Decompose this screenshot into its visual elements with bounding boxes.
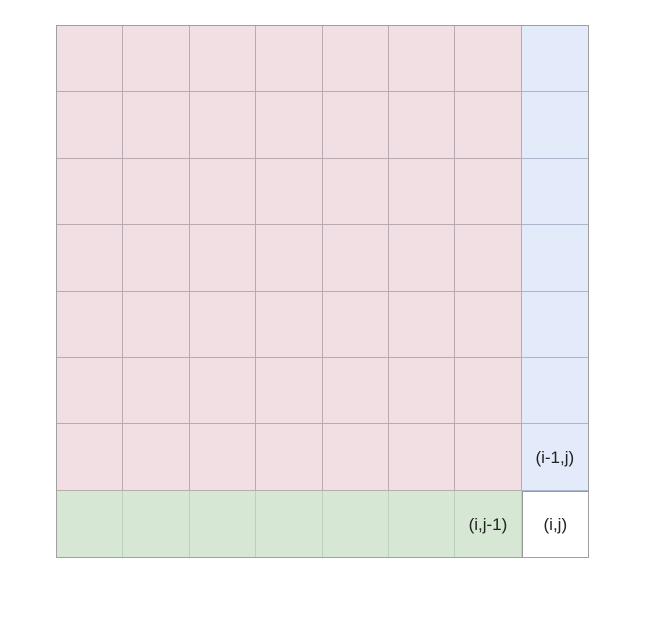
grid-cell-pink <box>322 225 389 292</box>
grid-cell-pink <box>256 92 323 159</box>
grid-cell-pink <box>123 291 190 358</box>
grid-cell-pink <box>388 225 456 292</box>
grid-cell-pink <box>57 291 124 358</box>
grid-cell-pink <box>322 357 389 425</box>
grid-cell-pink <box>388 424 456 491</box>
grid-cell-pink <box>455 225 522 292</box>
grid-cell-pink <box>388 158 456 226</box>
grid-cell-blue <box>521 225 588 292</box>
grid-cell-pink <box>57 357 124 425</box>
grid-cell-pink <box>455 158 522 226</box>
grid-cell-pink <box>322 291 389 358</box>
dp-grid: (i-1,j) (i,j-1) (i,j) <box>56 25 589 558</box>
grid-cell-pink <box>57 225 124 292</box>
grid-cell-pink <box>455 92 522 159</box>
grid-cell-green <box>57 490 124 557</box>
grid-cell-green: (i,j-1) <box>455 490 522 557</box>
cell-label-current: (i,j) <box>543 515 568 535</box>
grid-cell-pink <box>189 291 257 358</box>
grid-cell-pink <box>256 357 323 425</box>
grid-cell-pink <box>57 92 124 159</box>
grid-cell-pink <box>388 357 456 425</box>
grid-cell-pink <box>189 158 257 226</box>
grid-cell-pink <box>256 424 323 491</box>
grid-cell-green <box>189 490 257 557</box>
grid-cell-pink <box>189 357 257 425</box>
grid-cell-green <box>123 490 190 557</box>
grid-cell-pink <box>388 291 456 358</box>
grid-cell-pink <box>322 158 389 226</box>
grid-cell-pink <box>123 225 190 292</box>
grid-cell-pink <box>455 357 522 425</box>
grid-cell-pink <box>189 424 257 491</box>
grid-cell-blue <box>521 26 588 93</box>
grid-cell-pink <box>256 158 323 226</box>
grid-cell-pink <box>322 92 389 159</box>
grid-cell-pink <box>322 424 389 491</box>
grid-cell-pink <box>57 158 124 226</box>
grid-cell-pink <box>57 26 124 93</box>
grid-cell-pink <box>189 92 257 159</box>
grid-cell-pink <box>455 291 522 358</box>
grid-cell-pink <box>388 92 456 159</box>
grid-cell-pink <box>57 424 124 491</box>
grid-cell-pink <box>123 158 190 226</box>
grid-cell-blue <box>521 92 588 159</box>
grid-cell-white: (i,j) <box>521 490 588 557</box>
grid-cell-pink <box>455 26 522 93</box>
grid-cell-pink <box>256 225 323 292</box>
grid-cell-green <box>322 490 389 557</box>
grid-cell-pink <box>256 291 323 358</box>
grid-cell-pink <box>123 92 190 159</box>
grid-cell-pink <box>322 26 389 93</box>
grid-cell-pink <box>388 26 456 93</box>
grid-cell-green <box>388 490 456 557</box>
grid-cell-blue <box>521 357 588 425</box>
cell-label-above: (i-1,j) <box>535 447 575 467</box>
grid-cell-green <box>256 490 323 557</box>
grid-cell-pink <box>189 26 257 93</box>
grid-cell-pink <box>455 424 522 491</box>
cell-label-left: (i,j-1) <box>468 514 508 534</box>
grid-cell-blue <box>521 291 588 358</box>
grid-cell-pink <box>256 26 323 93</box>
grid-cell-pink <box>123 357 190 425</box>
grid-cell-pink <box>189 225 257 292</box>
grid-cell-blue: (i-1,j) <box>521 424 588 491</box>
grid-cell-pink <box>123 26 190 93</box>
grid-cell-blue <box>521 158 588 226</box>
grid-cell-pink <box>123 424 190 491</box>
